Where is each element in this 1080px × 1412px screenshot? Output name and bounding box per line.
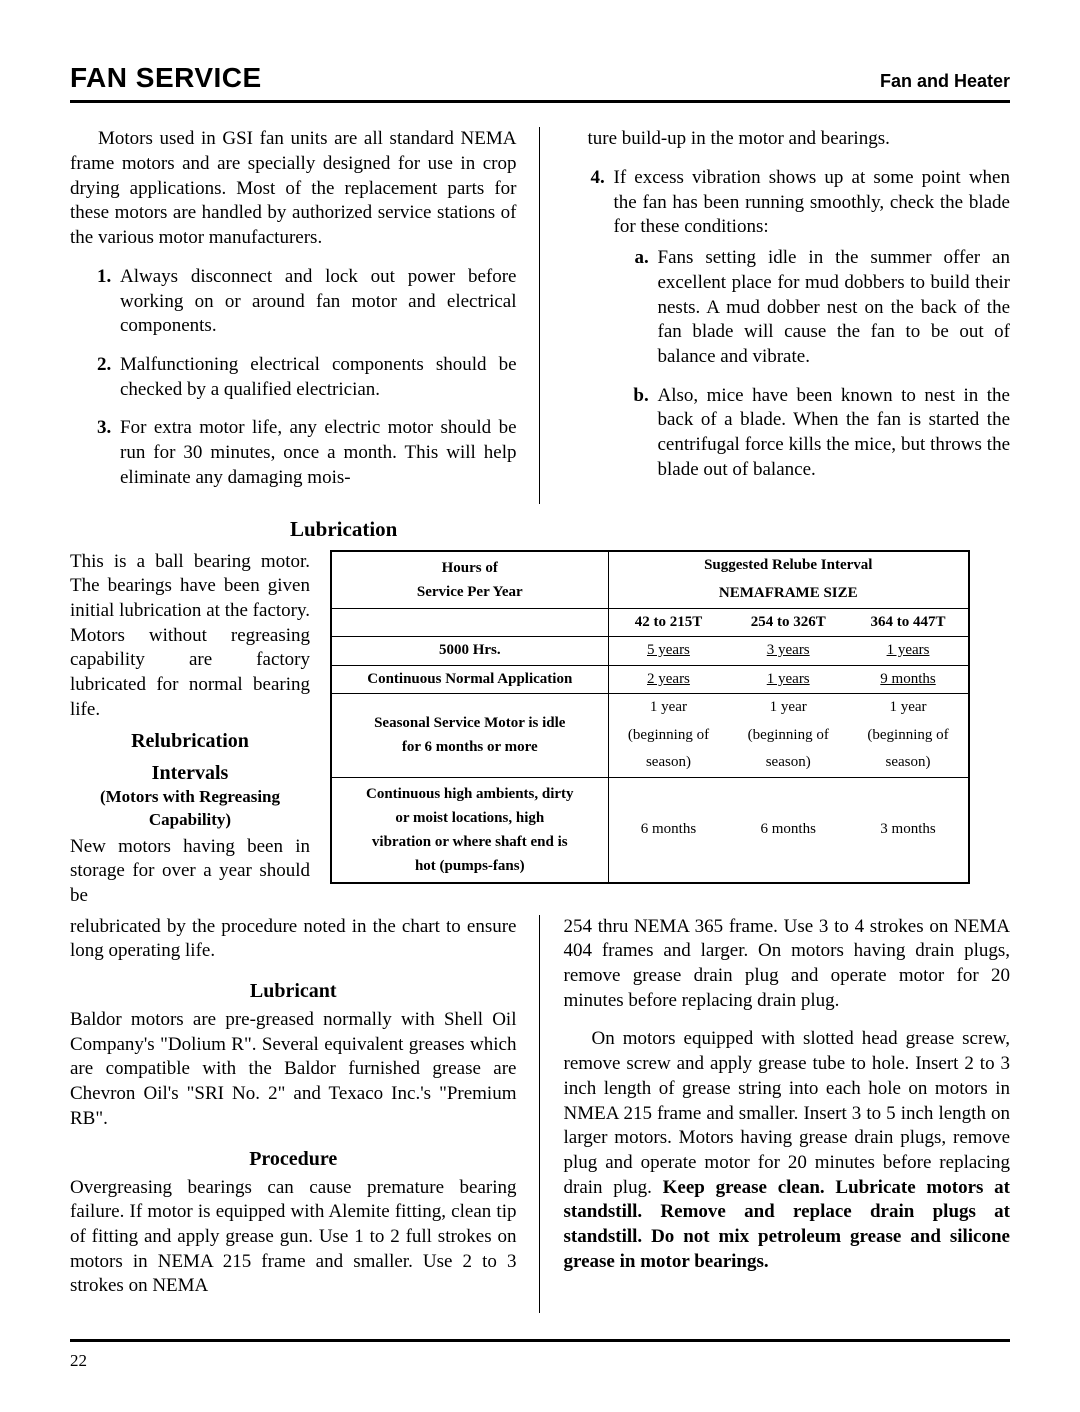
- top-columns: Motors used in GSI fan units are all sta…: [70, 127, 1010, 504]
- list-item: Always disconnect and lock out power bef…: [116, 265, 517, 339]
- lubrication-heading: Lubrication: [290, 516, 1010, 543]
- row-label-seasonal: Seasonal Service Motor is idle for 6 mon…: [331, 694, 608, 778]
- relube-table-wrap: Hours of Service Per Year Suggested Relu…: [330, 550, 970, 884]
- cell: season): [608, 749, 728, 777]
- page-footer: 22: [70, 1339, 1010, 1372]
- th-hours: Hours of Service Per Year: [331, 551, 608, 609]
- cell: season): [848, 749, 969, 777]
- col-h: 42 to 215T: [608, 608, 728, 637]
- header-left: FAN SERVICE: [70, 60, 262, 96]
- page-header: FAN SERVICE Fan and Heater: [70, 60, 1010, 103]
- cell: (beginning of: [848, 722, 969, 750]
- th-nemasize: NEMAFRAME SIZE: [608, 580, 969, 609]
- cell: 1 year: [848, 694, 969, 722]
- list-item: Fans setting idle in the summer offer an…: [654, 246, 1011, 369]
- cell: (beginning of: [608, 722, 728, 750]
- cell: (beginning of: [728, 722, 848, 750]
- row-label-continuous: Continuous high ambients, dirty or moist…: [331, 777, 608, 883]
- list-item-4: If excess vibration shows up at some poi…: [610, 166, 1011, 482]
- list-item: Also, mice have been known to nest in th…: [654, 384, 1011, 483]
- list-item: Malfunctioning electrical components sho…: [116, 353, 517, 402]
- procedure-heading: Procedure: [70, 1146, 517, 1172]
- lower-columns: relubricated by the procedure noted in t…: [70, 915, 1010, 1313]
- header-right: Fan and Heater: [880, 70, 1010, 93]
- mid-left-block: This is a ball bearing motor. The bearin…: [70, 550, 310, 909]
- relube-para-lead: New motors having been in storage for ov…: [70, 835, 310, 909]
- top-col-right: ture build-up in the motor and bearings.…: [564, 127, 1011, 504]
- cell: 3 months: [848, 777, 969, 883]
- cell: 5 years: [608, 637, 728, 666]
- relube-heading-2: Intervals: [70, 760, 310, 786]
- lubricant-para: Baldor motors are pre-greased normally w…: [70, 1008, 517, 1131]
- ball-bearing-para: This is a ball bearing motor. The bearin…: [70, 550, 310, 723]
- relube-heading-1: Relubrication: [70, 728, 310, 754]
- cell: 6 months: [728, 777, 848, 883]
- mid-section: Lubrication This is a ball bearing motor…: [70, 516, 1010, 908]
- cell: 1 years: [728, 665, 848, 694]
- intro-paragraph: Motors used in GSI fan units are all sta…: [70, 127, 517, 250]
- cell: 3 years: [728, 637, 848, 666]
- cell: 6 months: [608, 777, 728, 883]
- row-label: Continuous Normal Application: [331, 665, 608, 694]
- top-col-left: Motors used in GSI fan units are all sta…: [70, 127, 540, 504]
- cell: 9 months: [848, 665, 969, 694]
- right-cont-2: On motors equipped with slotted head gre…: [564, 1027, 1011, 1274]
- list-item: For extra motor life, any electric motor…: [116, 416, 517, 490]
- lubricant-heading: Lubricant: [70, 978, 517, 1004]
- alpha-sublist: Fans setting idle in the summer offer an…: [614, 246, 1011, 482]
- cell: 2 years: [608, 665, 728, 694]
- row-label: 5000 Hrs.: [331, 637, 608, 666]
- cell: 1 year: [728, 694, 848, 722]
- col-h: 254 to 326T: [728, 608, 848, 637]
- item4-lead: If excess vibration shows up at some poi…: [614, 167, 1011, 237]
- numbered-list-right: If excess vibration shows up at some poi…: [564, 166, 1011, 482]
- th-suggested: Suggested Relube Interval: [608, 551, 969, 580]
- cell: season): [728, 749, 848, 777]
- cell: 1 years: [848, 637, 969, 666]
- continuation-text: ture build-up in the motor and bearings.: [564, 127, 1011, 152]
- lower-col-right: 254 thru NEMA 365 frame. Use 3 to 4 stro…: [564, 915, 1011, 1313]
- relube-table: Hours of Service Per Year Suggested Relu…: [330, 550, 970, 884]
- page-number: 22: [70, 1351, 87, 1370]
- right-cont-1: 254 thru NEMA 365 frame. Use 3 to 4 stro…: [564, 915, 1011, 1014]
- numbered-list-left: Always disconnect and lock out power bef…: [70, 265, 517, 491]
- procedure-para: Overgreasing bearings can cause prematur…: [70, 1176, 517, 1299]
- lower-col-left: relubricated by the procedure noted in t…: [70, 915, 540, 1313]
- col-h: 364 to 447T: [848, 608, 969, 637]
- cell: 1 year: [608, 694, 728, 722]
- relube-para-cont: relubricated by the procedure noted in t…: [70, 915, 517, 964]
- relube-subheading: (Motors with Regreasing Capability): [70, 786, 310, 830]
